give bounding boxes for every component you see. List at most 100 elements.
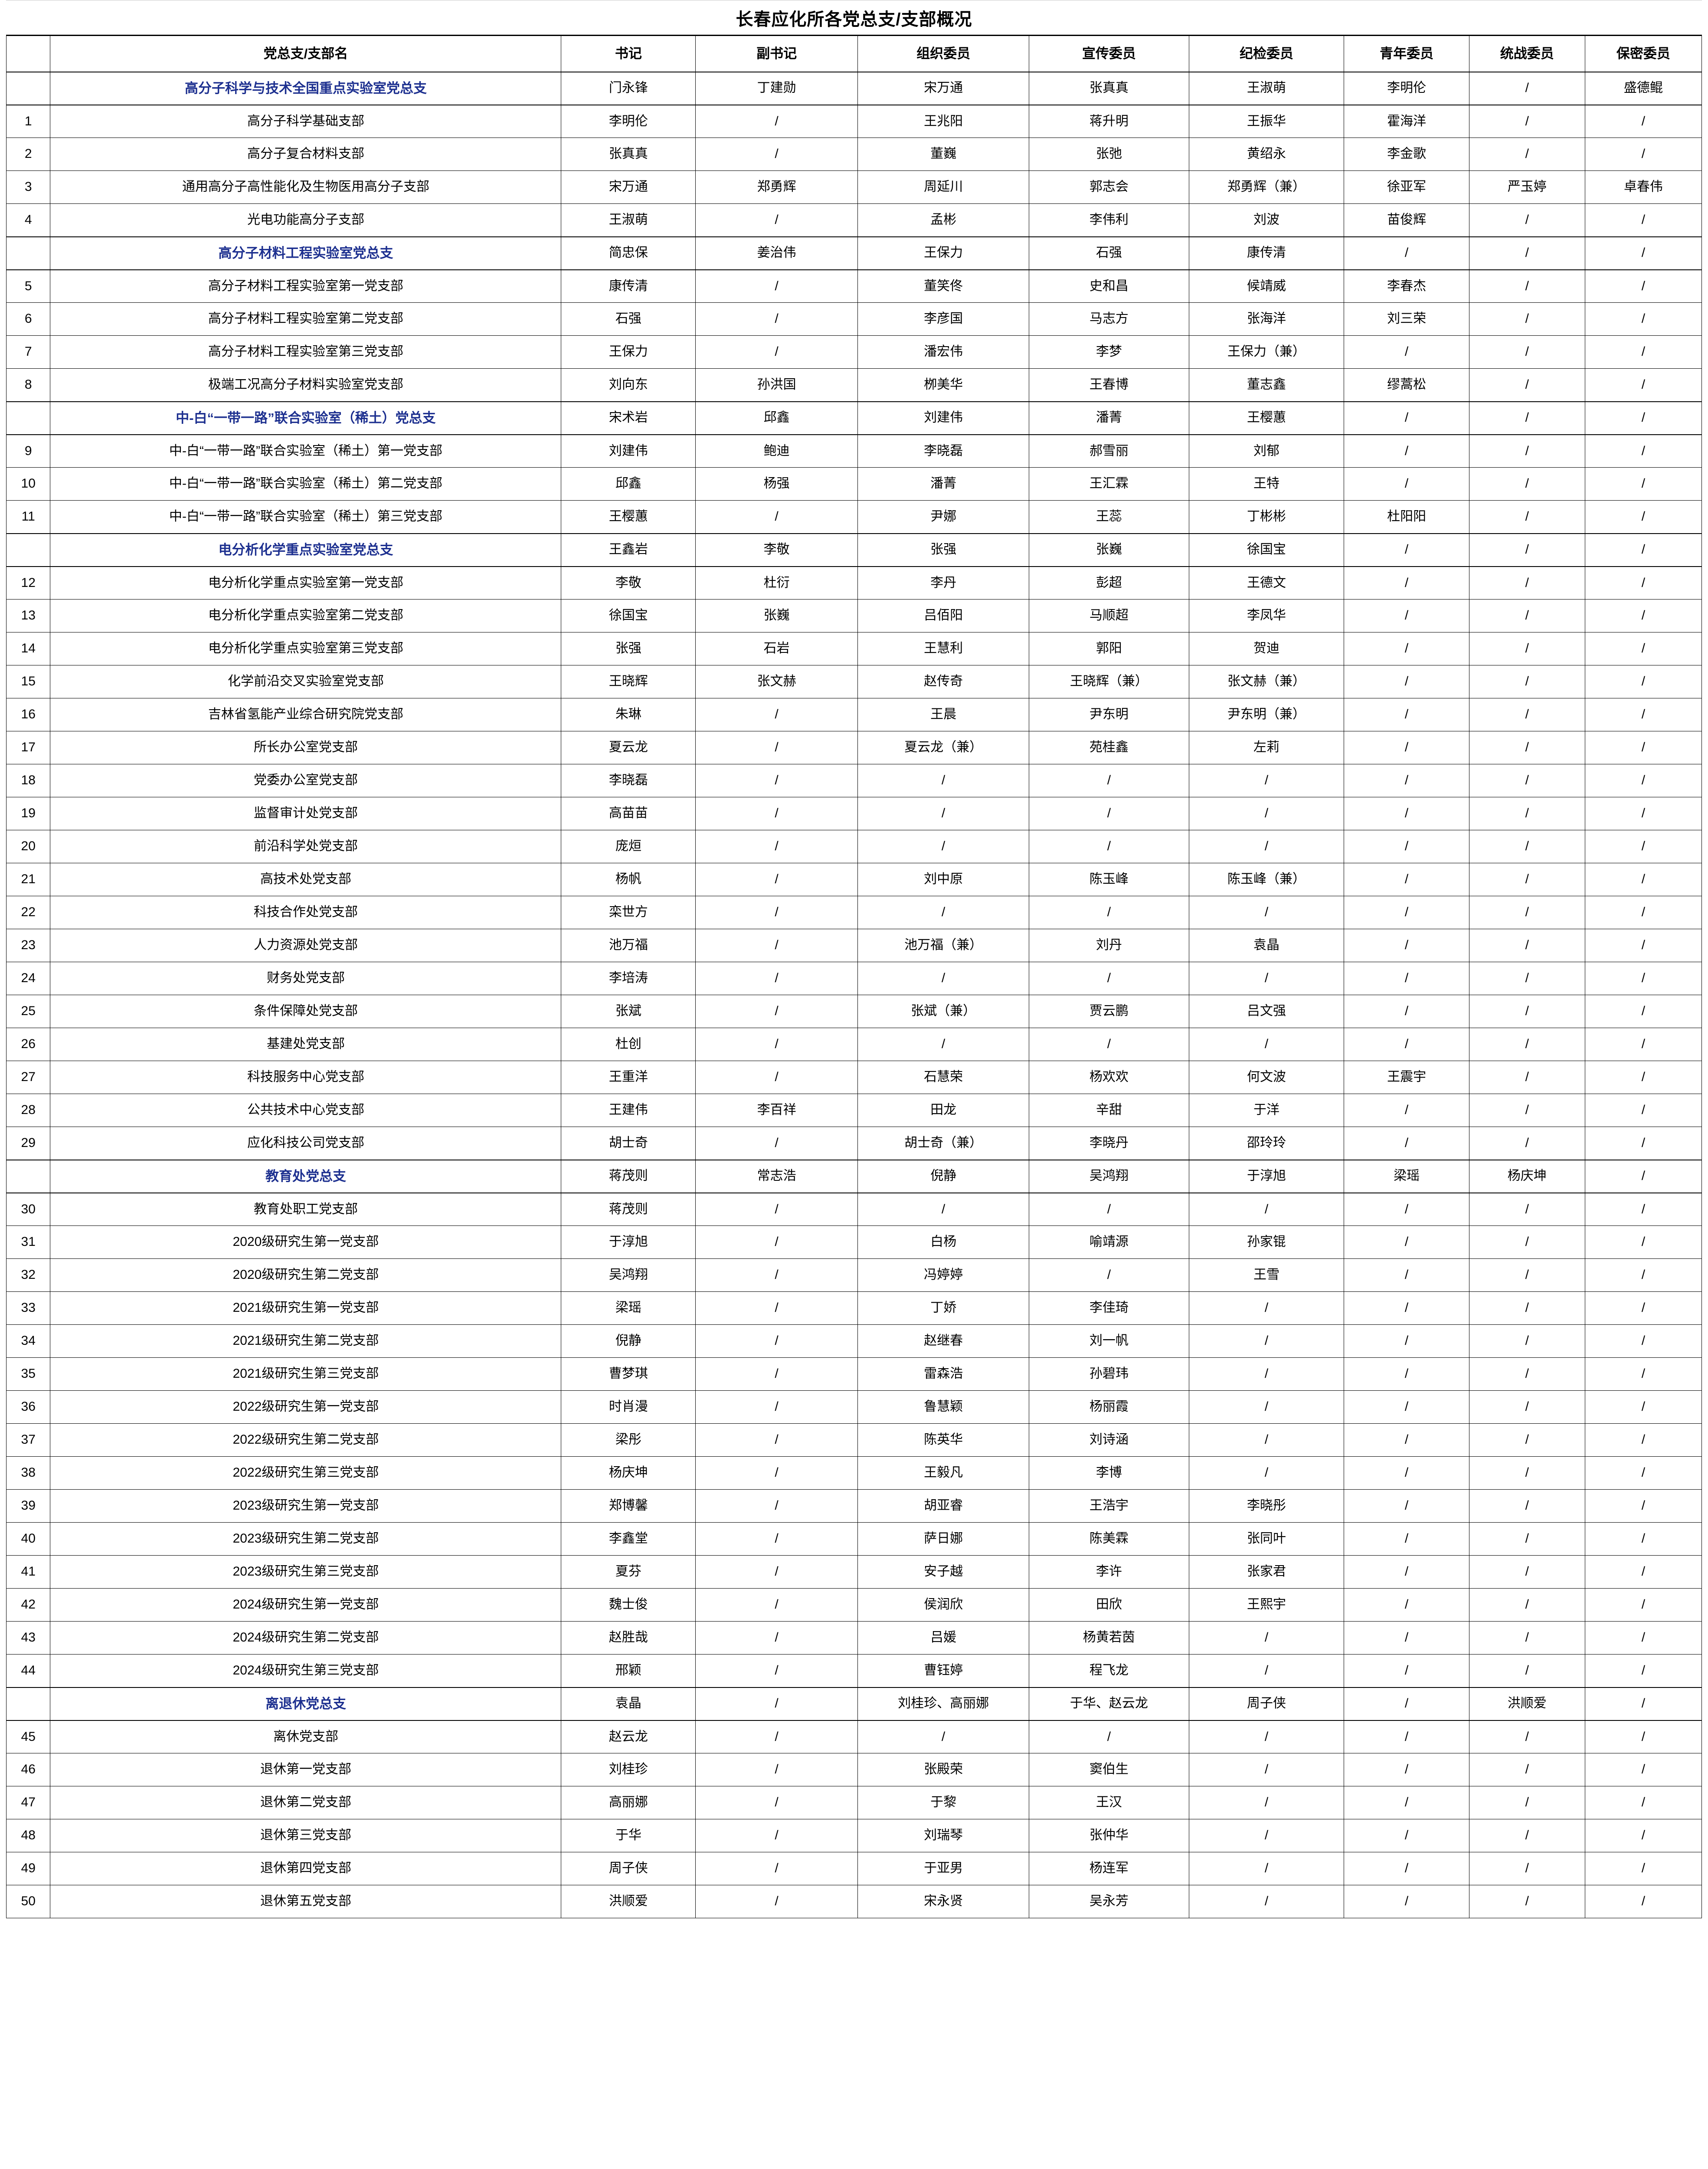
deputy-secretary-name: / — [695, 1127, 858, 1160]
branch-name: 科技合作处党支部 — [50, 896, 562, 929]
secretary-name: 郑博馨 — [561, 1489, 696, 1523]
deputy-secretary-name: / — [695, 764, 858, 797]
united-front-member-name: / — [1469, 599, 1585, 632]
youth-member-name: / — [1344, 665, 1469, 698]
page-title: 长春应化所各党总支/支部概况 — [736, 10, 972, 29]
branch-name: 电分析化学重点实验室第二党支部 — [50, 599, 562, 632]
deputy-secretary-name: / — [695, 995, 858, 1028]
branch-name: 2022级研究生第一党支部 — [50, 1390, 562, 1424]
united-front-member-name: / — [1469, 1390, 1585, 1424]
secretary-name: 池万福 — [561, 929, 696, 962]
organization-member-name: / — [857, 764, 1030, 797]
party-general-branch-row: 电分析化学重点实验室党总支 王鑫岩 李敬 张强 张巍 徐国宝 / / / — [6, 533, 1702, 567]
organization-member-name: 萨日娜 — [857, 1522, 1030, 1556]
party-branch-row: 7 高分子材料工程实验室第三党支部 王保力 / 潘宏伟 李梦 王保力（兼） / / / — [6, 335, 1702, 369]
organization-member-name: 董巍 — [857, 138, 1030, 171]
deputy-secretary-name: / — [695, 1258, 858, 1292]
publicity-member-name: / — [1029, 1720, 1189, 1753]
secretary-name: 胡士奇 — [561, 1127, 696, 1160]
united-front-member-name: / — [1469, 434, 1585, 468]
publicity-member-name: 王汉 — [1029, 1786, 1189, 1819]
secretary-name: 王淑萌 — [561, 203, 696, 237]
organization-member-name: / — [857, 896, 1030, 929]
deputy-secretary-name: / — [695, 1456, 858, 1490]
party-branch-row: 29 应化科技公司党支部 胡士奇 / 胡士奇（兼） 李晓丹 邵玲玲 / / / — [6, 1127, 1702, 1160]
organization-member-name: 王兆阳 — [857, 105, 1030, 138]
security-member-name: / — [1584, 1390, 1702, 1424]
publicity-member-name: 辛甜 — [1029, 1094, 1189, 1127]
deputy-secretary-name: / — [695, 138, 858, 171]
branch-name: 高分子复合材料支部 — [50, 138, 562, 171]
united-front-member-name: / — [1469, 995, 1585, 1028]
secretary-name: 夏芬 — [561, 1555, 696, 1589]
row-index: 26 — [6, 1028, 51, 1061]
security-member-name: / — [1584, 335, 1702, 369]
publicity-member-name: 杨丽霞 — [1029, 1390, 1189, 1424]
united-front-member-name: / — [1469, 335, 1585, 369]
party-branch-row: 9 中-白“一带一路”联合实验室（稀土）第一党支部 刘建伟 鲍迪 李晓磊 郝雪丽 刘郁 / / / — [6, 434, 1702, 468]
united-front-member-name: / — [1469, 962, 1585, 995]
deputy-secretary-name: / — [695, 1687, 858, 1721]
branch-name: 科技服务中心党支部 — [50, 1061, 562, 1094]
discipline-member-name: 王德文 — [1188, 566, 1345, 600]
deputy-secretary-name: / — [695, 1390, 858, 1424]
row-index: 14 — [6, 632, 51, 665]
secretary-name: 梁瑶 — [561, 1291, 696, 1325]
publicity-member-name: 吴鸿翔 — [1029, 1159, 1189, 1193]
united-front-member-name: / — [1469, 1127, 1585, 1160]
table-header-row: 党总支/支部名 书记 副书记 组织委员 宣传委员 纪检委员 青年委员 统战委员 … — [6, 35, 1702, 72]
row-index — [6, 533, 51, 567]
organization-member-name: 吕佰阳 — [857, 599, 1030, 632]
publicity-member-name: / — [1029, 1193, 1189, 1226]
organization-member-name: 张斌（兼） — [857, 995, 1030, 1028]
row-index: 12 — [6, 566, 51, 600]
united-front-member-name: / — [1469, 1357, 1585, 1391]
row-index: 34 — [6, 1324, 51, 1358]
deputy-secretary-name: 丁建勋 — [695, 71, 858, 105]
discipline-member-name: 王雪 — [1188, 1258, 1345, 1292]
discipline-member-name: 王樱蕙 — [1188, 401, 1345, 435]
security-member-name: / — [1584, 1456, 1702, 1490]
party-branch-row: 39 2023级研究生第一党支部 郑博馨 / 胡亚睿 王浩宇 李晓彤 / / / — [6, 1489, 1702, 1523]
united-front-member-name: / — [1469, 1028, 1585, 1061]
united-front-member-name: / — [1469, 269, 1585, 303]
organization-member-name: 李晓磊 — [857, 434, 1030, 468]
deputy-secretary-name: 常志浩 — [695, 1159, 858, 1193]
secretary-name: 张真真 — [561, 138, 696, 171]
discipline-member-name: / — [1188, 830, 1345, 863]
security-member-name: / — [1584, 1687, 1702, 1721]
organization-member-name: 孟彬 — [857, 203, 1030, 237]
youth-member-name: / — [1344, 1753, 1469, 1786]
youth-member-name: / — [1344, 1390, 1469, 1424]
branch-name: 高分子材料工程实验室第三党支部 — [50, 335, 562, 369]
branch-name: 高分子科学基础支部 — [50, 105, 562, 138]
organization-member-name: / — [857, 830, 1030, 863]
branch-name: 高分子材料工程实验室第二党支部 — [50, 302, 562, 336]
discipline-member-name: 王振华 — [1188, 105, 1345, 138]
deputy-secretary-name: / — [695, 302, 858, 336]
branch-name: 中-白“一带一路”联合实验室（稀土）第一党支部 — [50, 434, 562, 468]
united-front-member-name: / — [1469, 665, 1585, 698]
column-header-branch-name: 党总支/支部名 — [50, 35, 562, 72]
discipline-member-name: 丁彬彬 — [1188, 500, 1345, 534]
deputy-secretary-name: / — [695, 863, 858, 896]
row-index: 50 — [6, 1885, 51, 1918]
organization-member-name: 夏云龙（兼） — [857, 731, 1030, 764]
row-index: 6 — [6, 302, 51, 336]
youth-member-name: 李金歌 — [1344, 138, 1469, 171]
party-branch-row: 49 退休第四党支部 周子侠 / 于亚男 杨连军 / / / / — [6, 1852, 1702, 1885]
discipline-member-name: / — [1188, 1423, 1345, 1457]
publicity-member-name: 杨连军 — [1029, 1852, 1189, 1885]
row-index: 29 — [6, 1127, 51, 1160]
youth-member-name: / — [1344, 401, 1469, 435]
youth-member-name: / — [1344, 566, 1469, 600]
security-member-name: / — [1584, 1555, 1702, 1589]
youth-member-name: / — [1344, 1687, 1469, 1721]
organization-member-name: 董笑佟 — [857, 269, 1030, 303]
security-member-name: / — [1584, 1159, 1702, 1193]
secretary-name: 蒋茂则 — [561, 1193, 696, 1226]
deputy-secretary-name: / — [695, 698, 858, 731]
secretary-name: 杨帆 — [561, 863, 696, 896]
branch-name: 2021级研究生第二党支部 — [50, 1324, 562, 1358]
security-member-name: / — [1584, 665, 1702, 698]
